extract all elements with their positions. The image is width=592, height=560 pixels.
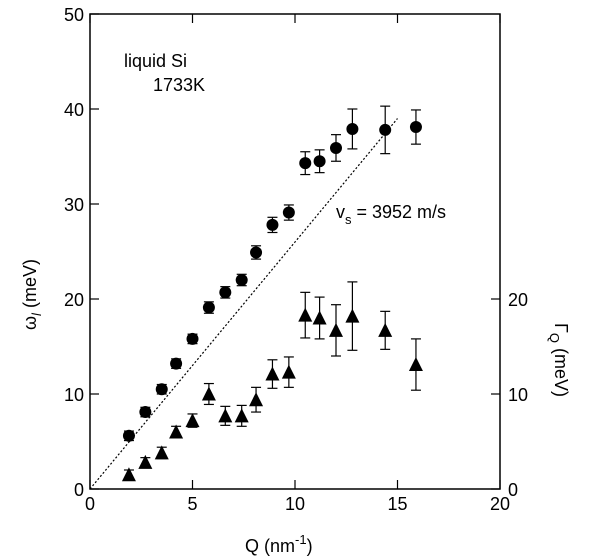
y-axis-left-label: ωl (meV) [20, 259, 44, 330]
gamma-point [408, 357, 423, 372]
x-tick-label: 15 [387, 494, 407, 514]
sound-velocity-value: = 3952 m/s [352, 202, 447, 222]
omega-point [282, 206, 295, 219]
gamma-point [298, 307, 313, 322]
x-axis-label: Q (nm-1) [245, 532, 313, 556]
gamma-point [218, 408, 233, 423]
gamma-point [329, 322, 343, 337]
y-left-tick-label: 20 [64, 290, 84, 310]
gamma-point [169, 424, 184, 439]
omega-point [170, 357, 183, 370]
gamma-point [312, 310, 327, 325]
y-left-tick-label: 30 [64, 195, 84, 215]
y-axis-right-symbol: Γ [551, 323, 571, 333]
omega-point [219, 286, 232, 299]
omega-point [330, 141, 342, 154]
omega-point [202, 301, 215, 314]
y-axis-left-units: (meV) [20, 259, 40, 313]
x-axis-label-superscript: -1 [295, 532, 307, 547]
gamma-point [234, 408, 249, 423]
x-tick-label: 0 [85, 494, 95, 514]
omega-point [266, 218, 279, 231]
gamma-point [201, 386, 216, 401]
omega-point [346, 122, 359, 135]
fit-line-group [89, 118, 398, 490]
y-left-tick-label: 10 [64, 385, 84, 405]
gamma-point [138, 454, 153, 469]
y-axis-right-units: (meV) [551, 343, 571, 397]
gamma-point [378, 322, 393, 337]
omega-point [409, 121, 422, 134]
y-left-tick-label: 40 [64, 100, 84, 120]
sound-velocity-fit-line [89, 118, 398, 490]
omega-point [299, 157, 312, 170]
gamma-point [185, 413, 200, 428]
x-tick-label: 5 [187, 494, 197, 514]
gamma-point [265, 366, 280, 381]
y-right-tick-label: 10 [508, 385, 528, 405]
gamma-point [121, 467, 136, 482]
omega-point [139, 406, 152, 419]
plot-frame [89, 13, 501, 490]
sound-velocity-subscript: s [345, 212, 352, 227]
y-left-tick-label: 50 [64, 5, 84, 25]
gamma-point [281, 364, 296, 379]
data-marks [121, 105, 423, 482]
sound-velocity-symbol: v [336, 202, 345, 222]
gamma-point [249, 392, 264, 407]
omega-point [186, 332, 199, 345]
annotation-temperature: 1733K [153, 75, 205, 95]
omega-point [379, 123, 392, 136]
gamma-point [154, 445, 169, 460]
omega-point [235, 274, 248, 286]
y-axis-left-symbol: ω [20, 316, 40, 330]
y-right-tick-label: 20 [508, 290, 528, 310]
x-axis-label-main: Q (nm [245, 536, 295, 556]
omega-point [250, 246, 263, 259]
x-axis-label-tail: ) [307, 536, 313, 556]
gamma-point [345, 308, 360, 323]
annotation-sample: liquid Si [124, 51, 187, 71]
y-axis-right-label: ΓQ (meV) [547, 323, 571, 397]
omega-point [122, 429, 135, 442]
omega-point [313, 155, 326, 168]
y-right-tick-label: 0 [508, 480, 518, 500]
x-tick-label: 10 [285, 494, 305, 514]
x-tick-label: 20 [490, 494, 510, 514]
y-axis-left-subscript: l [29, 312, 44, 316]
y-left-tick-label: 0 [74, 480, 84, 500]
annotation-sound-velocity: vs = 3952 m/s [336, 202, 446, 227]
y-axis-right-subscript: Q [547, 333, 562, 343]
omega-point [155, 383, 168, 396]
